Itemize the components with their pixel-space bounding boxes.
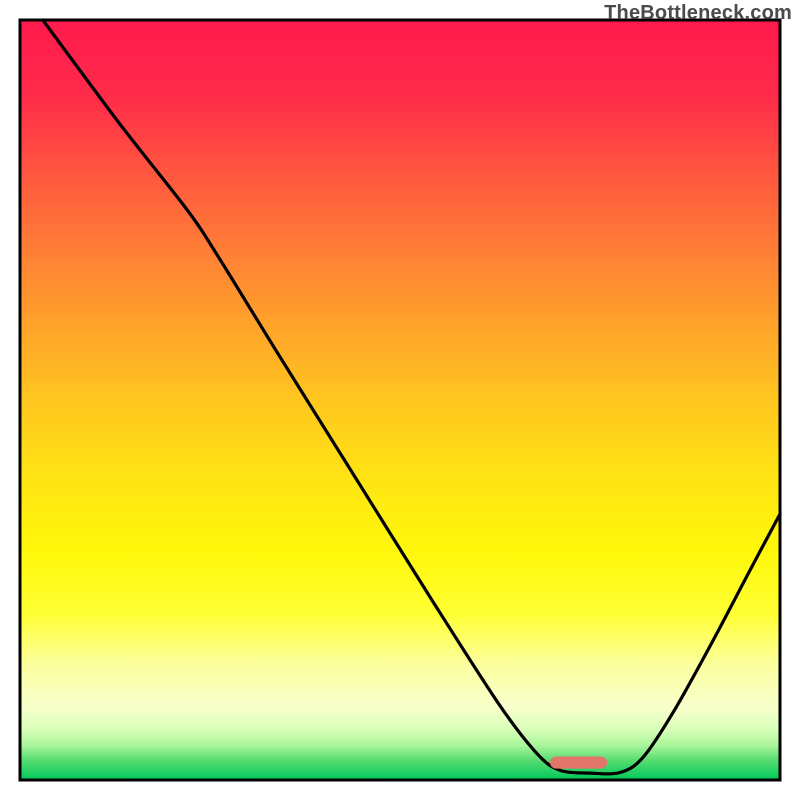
chart-container: { "canvas": { "width": 800, "height": 80… bbox=[0, 0, 800, 800]
watermark-text: TheBottleneck.com bbox=[604, 2, 792, 25]
gradient-background bbox=[20, 20, 780, 780]
bottleneck-chart bbox=[0, 0, 800, 800]
optimal-marker bbox=[550, 756, 607, 768]
